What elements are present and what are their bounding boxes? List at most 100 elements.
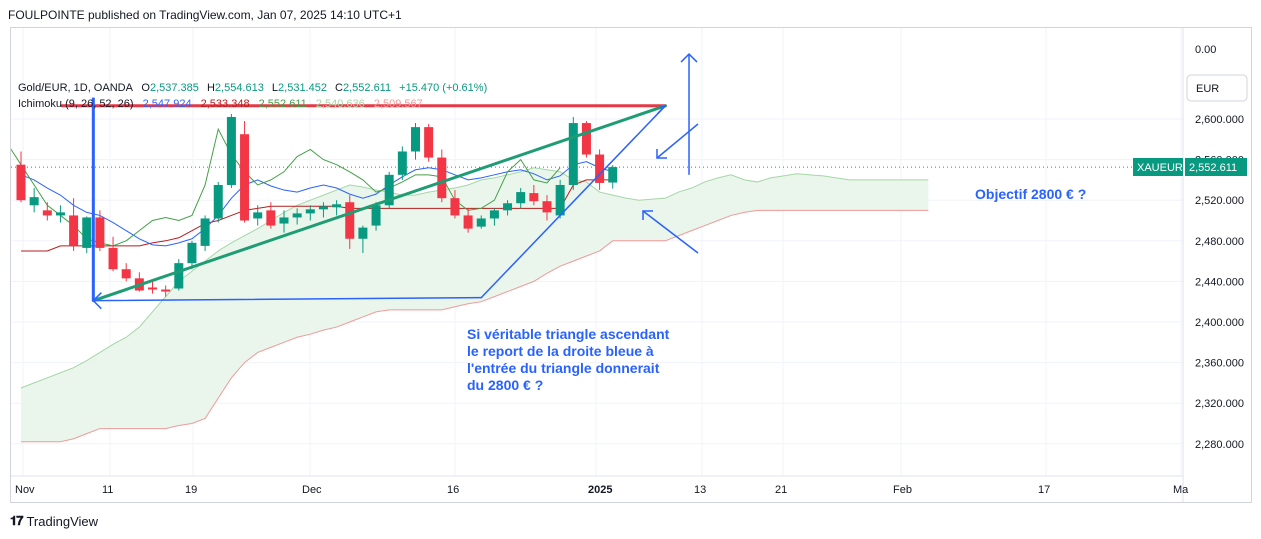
candles [16, 113, 618, 297]
time-tick-label: Ma [1173, 484, 1189, 496]
time-tick-label: Feb [893, 484, 912, 496]
pointer-arrow-upper [656, 123, 699, 159]
candle-body [213, 184, 223, 219]
chart-frame[interactable]: 0.002,600.0002,560.0002,520.0002,480.000… [10, 27, 1252, 503]
kijun-line [21, 179, 613, 252]
time-tick-label: Dec [302, 484, 322, 496]
last-price-badge [1185, 158, 1247, 176]
candle-body [29, 197, 39, 206]
candle-body [148, 287, 157, 290]
target-annotation: Objectif 2800 € ? [975, 186, 1086, 202]
apex-arrowhead [656, 105, 666, 115]
candle-body [95, 217, 105, 248]
candle-body [121, 269, 131, 279]
target-arrowhead [680, 52, 698, 63]
candle-body [450, 198, 460, 216]
price-tick-label: 2,520.000 [1195, 195, 1244, 207]
drawings [60, 52, 699, 310]
footer[interactable]: 𝟏𝟕 TradingView [10, 513, 98, 529]
candle-body [174, 263, 184, 289]
currency-label: EUR [1196, 83, 1219, 95]
candle-body [384, 174, 394, 206]
tradingview-logo-icon: 𝟏𝟕 [10, 513, 24, 528]
projection-line [92, 296, 482, 302]
price-tick-label: 2,320.000 [1195, 398, 1244, 410]
candle-body [411, 127, 420, 152]
candle-body [266, 210, 276, 226]
candle-body [292, 213, 302, 218]
currency-button[interactable] [1186, 74, 1248, 102]
candle-body [371, 205, 381, 226]
candle-body [463, 215, 473, 229]
pointer-arrow-upper-head [656, 149, 667, 159]
candle-body [82, 217, 92, 248]
candle-body [161, 289, 171, 292]
price-tick-label: 2,480.000 [1195, 236, 1244, 248]
candle-body [437, 157, 447, 199]
ichimoku-cloud [20, 167, 929, 443]
candle-body [568, 123, 578, 185]
candle-body [555, 184, 565, 216]
candle-body [253, 212, 263, 219]
triangle-bottom-line [91, 104, 667, 303]
candle-body [240, 134, 250, 221]
candle-body [581, 123, 591, 155]
time-tick-label: 17 [1038, 484, 1050, 496]
time-tick-label: Nov [15, 484, 35, 496]
footer-brand: TradingView [26, 513, 99, 529]
candle-body [305, 209, 315, 214]
time-tick-label: 2025 [588, 484, 612, 496]
price-tick-label: 2,360.000 [1195, 358, 1244, 370]
time-tick-label: 11 [102, 484, 113, 496]
senkou-span-a [20, 167, 929, 389]
last-symbol: XAUEUR [1137, 162, 1183, 174]
senkou-span-b [21, 209, 929, 443]
legend-symbol-line: Gold/EUR, 1D, OANDA O2,537.385 H2,554.61… [18, 82, 487, 94]
price-chart[interactable]: 0.002,600.0002,560.0002,520.0002,480.000… [11, 28, 1251, 502]
candle-body [16, 164, 26, 201]
candle-body [69, 215, 79, 246]
candle-body [345, 202, 355, 239]
last-symbol-badge [1133, 158, 1183, 176]
time-tick-label: 16 [447, 484, 459, 496]
candle-body [108, 247, 118, 270]
legend: Gold/EUR, 1D, OANDA O2,537.385 H2,554.61… [18, 82, 487, 110]
candle-body [279, 217, 289, 224]
last-price: 2,552.611 [1189, 162, 1237, 174]
candle-body [424, 127, 434, 158]
tenkan-line [20, 161, 613, 247]
price-axis: 0.002,600.0002,560.0002,520.0002,480.000… [1195, 44, 1244, 451]
candle-body [55, 212, 65, 216]
candle-body [516, 192, 526, 204]
candle-body [332, 204, 342, 208]
candle-body [608, 167, 618, 183]
triangle-note: Si véritable triangle ascendant le repor… [467, 326, 670, 393]
pointer-arrow-lower [642, 210, 699, 254]
candle-body [476, 218, 486, 227]
time-axis: Nov 11 19 Dec 16 2025 13 21 Feb 17 Ma [15, 484, 1189, 496]
candle-body [503, 203, 513, 211]
chikou-line [11, 127, 561, 247]
candle-body [226, 116, 236, 185]
candle-body [529, 193, 539, 202]
time-tick-label: 21 [775, 484, 787, 496]
candle-body [318, 206, 328, 210]
candle-body [397, 151, 407, 175]
candle-body [358, 227, 368, 239]
candle-body [595, 154, 605, 183]
note-line-4: du 2800 € ? [467, 377, 543, 393]
legend-ichimoku-line: Ichimoku (9, 26, 52, 26) 2,547.924 2,533… [18, 98, 423, 110]
candle-body [187, 242, 197, 264]
price-tick-label: 2,280.000 [1195, 439, 1244, 451]
candle-body [200, 218, 210, 246]
price-tick-label: 2,440.000 [1195, 276, 1244, 288]
price-tick-label: 0.00 [1195, 44, 1216, 56]
projection-apex-line [480, 105, 667, 299]
publish-info: FOULPOINTE published on TradingView.com,… [8, 8, 402, 22]
candle-body [542, 201, 552, 213]
time-tick-label: 13 [694, 484, 706, 496]
time-tick-label: 19 [185, 484, 197, 496]
base-arrowhead [92, 292, 102, 310]
cloud-fill [21, 167, 929, 442]
ichimoku-lines [11, 127, 1183, 252]
